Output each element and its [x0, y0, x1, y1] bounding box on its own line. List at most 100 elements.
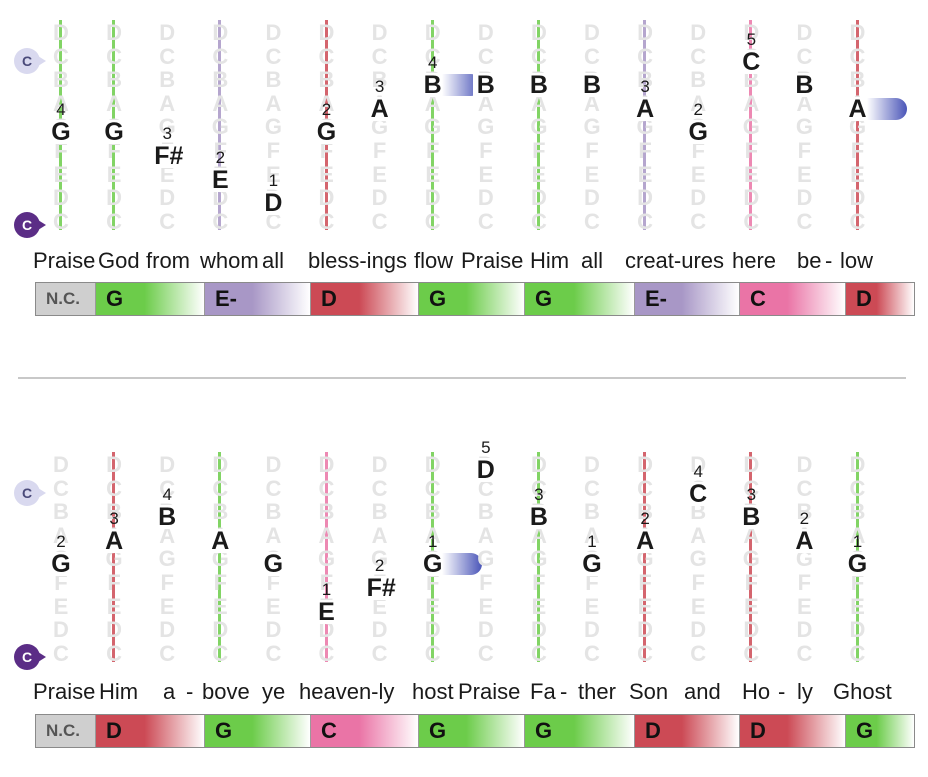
finger-number: 4: [56, 100, 66, 120]
ghost-note-letter: G: [636, 546, 654, 572]
ghost-note-letter: B: [212, 499, 229, 525]
ghost-note-letter: G: [795, 546, 813, 572]
ghost-note-letter: C: [424, 640, 441, 666]
ghost-note-letter: D: [690, 185, 707, 211]
ghost-note-letter: C: [530, 640, 547, 666]
ghost-note-letter: C: [849, 43, 866, 69]
ghost-note-letter: C: [371, 475, 388, 501]
ghost-note-letter: C: [584, 475, 600, 501]
finger-number: 1: [852, 532, 863, 552]
ghost-note-letter: C: [159, 208, 176, 234]
ghost-note-letter: C: [477, 475, 494, 501]
ghost-note-letter: A: [530, 522, 547, 548]
lyric-word: Fa: [530, 679, 556, 704]
chord-guide-line: [536, 20, 540, 230]
lyric-word: ly: [797, 679, 813, 704]
note-letter: B: [525, 73, 552, 98]
ghost-note-letter: G: [105, 546, 123, 572]
finger-number: 3: [746, 485, 757, 505]
chord-cell: G: [96, 283, 205, 315]
ghost-note-letter: B: [690, 499, 707, 525]
ghost-note-letter: C: [743, 475, 760, 501]
ghost-note-letter: F: [638, 138, 652, 163]
lyric-word: all: [262, 248, 285, 273]
ghost-note-letter: G: [158, 114, 176, 140]
ghost-note-letter: E: [478, 593, 494, 619]
ghost-note-letter: F: [160, 570, 174, 595]
ghost-note-letter: E: [531, 161, 547, 187]
ghost-note-letter: D: [849, 617, 866, 643]
ghost-note-letter: C: [53, 43, 69, 69]
ghost-note-letter: C: [212, 640, 229, 666]
ghost-note-letter: E: [797, 593, 812, 619]
chord-bar: N.C. G E- D G G E- C D: [35, 282, 915, 316]
ghost-note-letter: D: [584, 185, 600, 211]
lyric-word: from: [146, 248, 190, 273]
ghost-note-letter: E: [478, 161, 494, 187]
lyric-word: ther: [578, 679, 616, 704]
ghost-note-letter: D: [584, 617, 600, 643]
chord-cell: D: [96, 715, 205, 747]
note-letter: A: [101, 528, 128, 553]
ghost-note-letter: B: [424, 499, 441, 525]
ghost-note-letter: A: [849, 522, 866, 548]
lyric-word: Son: [629, 679, 669, 704]
ghost-note-letter: D: [212, 617, 229, 643]
finger-number: 1: [427, 532, 438, 552]
ghost-note-letter: D: [106, 452, 123, 477]
chord-cell: G: [846, 715, 914, 747]
ghost-note-letter: E: [637, 161, 653, 187]
note-letter: G: [844, 552, 871, 577]
ghost-note-letter: D: [212, 452, 229, 477]
ghost-note-letter: D: [53, 452, 69, 477]
hold-tie-marker: [441, 74, 482, 97]
lyric-word: -: [825, 248, 833, 273]
ghost-note-letter: A: [159, 522, 176, 548]
ghost-note-letter: C: [159, 43, 176, 69]
clef-c-low-marker: C: [14, 644, 46, 670]
ghost-note-letter: C: [690, 43, 707, 69]
ghost-note-letter: D: [159, 452, 176, 477]
ghost-note-letter: D: [849, 20, 866, 45]
ghost-note-letter: C: [106, 208, 123, 234]
finger-number: 1: [587, 532, 597, 552]
note-letter: A: [366, 96, 393, 121]
ghost-note-letter: E: [531, 593, 547, 619]
finger-number: 1: [268, 171, 279, 191]
lyric-word: Ghost: [833, 679, 892, 704]
ghost-note-letter: F: [797, 138, 812, 163]
ghost-note-letter: C: [637, 43, 654, 69]
ghost-note-letter: B: [584, 499, 600, 525]
lyric-word: host: [412, 679, 454, 704]
ghost-note-letter: C: [265, 640, 282, 666]
ghost-note-letter: A: [796, 90, 813, 116]
ghost-note-letter: F: [850, 138, 865, 163]
ghost-note-letter: B: [265, 67, 282, 93]
ghost-note-letter: C: [849, 208, 866, 234]
ghost-note-letter: F: [744, 570, 759, 595]
chord-guide-line: [749, 20, 753, 230]
ghost-note-letter: D: [159, 185, 176, 211]
ghost-note-letter: D: [690, 452, 707, 477]
ghost-note-letter: B: [265, 499, 282, 525]
lyric-word: bless-ings: [308, 248, 408, 273]
chord-cell: N.C.: [36, 715, 96, 747]
ghost-note-letter: D: [106, 617, 123, 643]
chord-guide-line: [643, 452, 647, 662]
chord-guide-line: [112, 452, 116, 662]
ghost-note-letter: G: [211, 546, 229, 572]
ghost-note-letter: F: [638, 570, 652, 595]
note-letter: B: [472, 73, 499, 98]
ghost-note-letter: D: [743, 617, 760, 643]
chord-cell: E-: [205, 283, 311, 315]
ghost-note-letter: A: [584, 522, 600, 548]
ghost-note-letter: C: [53, 640, 69, 666]
ghost-note-letter: E: [850, 161, 865, 187]
ghost-note-letter: C: [743, 208, 760, 234]
ghost-note-letter: D: [477, 20, 494, 45]
ghost-note-letter: D: [530, 617, 547, 643]
lyric-word: God: [98, 248, 140, 273]
ghost-note-letter: D: [371, 452, 388, 477]
ghost-note-letter: B: [106, 499, 123, 525]
ghost-note-letter: C: [159, 640, 176, 666]
